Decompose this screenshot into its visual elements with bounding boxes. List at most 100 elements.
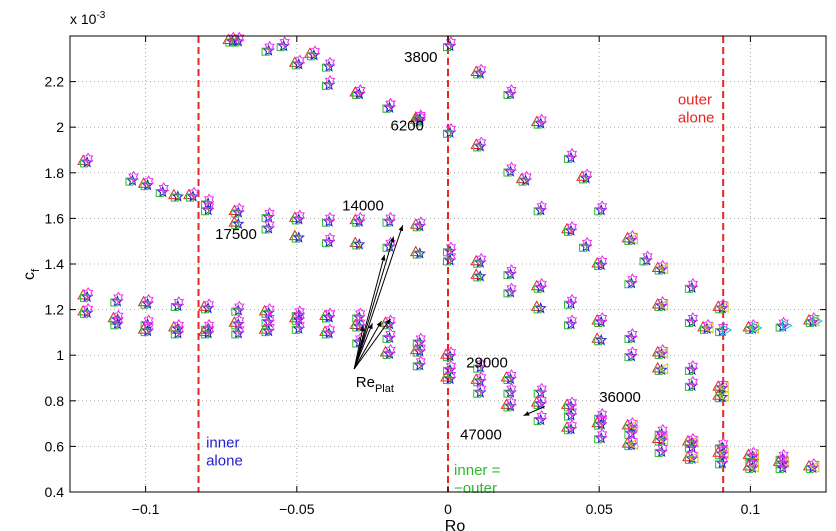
- hexagram-point: [355, 316, 366, 329]
- square-point: [170, 193, 179, 202]
- region-label: inner =: [454, 462, 501, 479]
- hexagram-point: [385, 343, 396, 356]
- hexagram-point: [203, 298, 215, 311]
- region-label: outer: [678, 91, 712, 108]
- hexagram-point: [324, 232, 336, 245]
- hexagram-point: [264, 218, 275, 231]
- hexagram-point: [717, 321, 729, 334]
- hexagram-point: [415, 216, 426, 229]
- triangle-left-point: [718, 301, 729, 314]
- annotations: 380062001400017500290003600047000inneral…: [206, 49, 714, 497]
- triangle-left-point: [808, 461, 820, 473]
- hexagram-point: [778, 457, 789, 470]
- triangle-left-point: [748, 461, 759, 473]
- region-label: inner: [206, 435, 239, 452]
- hexagram-point: [581, 168, 593, 181]
- y-multiplier: x 10-3: [70, 10, 106, 27]
- hexagram-point: [234, 202, 245, 215]
- hexagram-point: [309, 45, 321, 58]
- hexagram-point: [717, 453, 729, 466]
- hexagram-point: [536, 410, 547, 422]
- arrow-head: [359, 325, 365, 332]
- curve-label-29000: 29000: [466, 355, 508, 372]
- triangle-left-point: [627, 233, 638, 245]
- triangle-left-point: [687, 451, 699, 464]
- hexagram-point: [687, 375, 699, 388]
- star-point: [534, 301, 547, 314]
- hexagram-point: [324, 74, 336, 87]
- triangle-left-point: [657, 363, 669, 375]
- hexagram-point: [203, 323, 215, 336]
- arrow-head: [389, 236, 395, 243]
- hexagram-point: [506, 282, 517, 295]
- hexagram-point: [476, 371, 487, 384]
- curve-label-3800: 3800: [404, 49, 437, 66]
- hexagram-point: [355, 332, 366, 345]
- hexagram-point: [748, 451, 759, 464]
- y-axis-label: cf: [21, 268, 42, 280]
- hexagram-point: [113, 291, 124, 304]
- hexagram-point: [82, 286, 94, 299]
- triangle-left-point: [808, 315, 820, 327]
- hexagram-point: [324, 56, 336, 69]
- triangle-right-point: [812, 315, 823, 327]
- hexagram-point: [476, 357, 487, 370]
- hexagram-point: [158, 182, 169, 194]
- curve-label-36000: 36000: [599, 389, 641, 406]
- arrow-line: [353, 325, 364, 369]
- data-points: [77, 31, 823, 474]
- arrow-head: [398, 225, 404, 232]
- arrow-line: [353, 225, 404, 370]
- triangle-left-point: [657, 262, 669, 275]
- arrow-line: [353, 254, 385, 370]
- y-tick-label: 1.8: [45, 165, 65, 181]
- dashed-lines: [197, 36, 725, 492]
- hexagram-point: [506, 382, 517, 395]
- hexagram-point: [355, 211, 366, 224]
- hexagram-point: [188, 186, 200, 199]
- arrow-head: [368, 323, 373, 330]
- hexagram-point: [173, 323, 185, 336]
- hexagram-point: [82, 302, 94, 315]
- y-tick-label: 2.2: [45, 74, 65, 90]
- triangle-right-point: [751, 321, 763, 334]
- y-tick-label: 1.2: [45, 302, 65, 318]
- hexagram-point: [597, 414, 608, 427]
- hexagram-point: [143, 314, 154, 327]
- hexagram-point: [234, 323, 245, 336]
- triangle-left-point: [657, 299, 669, 311]
- triangle-left-point: [657, 347, 669, 359]
- square-point: [231, 220, 240, 229]
- hexagram-point: [445, 122, 457, 135]
- region-label: alone: [206, 453, 243, 470]
- hexagram-point: [627, 423, 638, 436]
- x-axis-label: Ro: [445, 518, 466, 531]
- square-point: [412, 250, 421, 259]
- hexagram-point: [476, 136, 487, 149]
- hexagram-point: [536, 200, 547, 213]
- hexagram-point: [597, 428, 608, 441]
- hexagram-point: [506, 369, 517, 381]
- x-tick-label: 0.1: [741, 501, 761, 517]
- hexagram-point: [642, 250, 653, 263]
- square-point: [594, 337, 603, 346]
- square-point: [352, 241, 361, 250]
- triangle-right-point: [782, 319, 793, 332]
- hexagram-point: [687, 277, 699, 290]
- hexagram-point: [264, 321, 275, 334]
- hexagram-point: [687, 437, 699, 450]
- hexagram-point: [203, 193, 215, 206]
- hexagram-point: [203, 200, 215, 213]
- square-point: [473, 273, 482, 282]
- hexagram-point: [687, 312, 699, 324]
- replat-label: RePlat: [356, 374, 394, 395]
- hexagram-point: [173, 296, 185, 308]
- hexagram-point: [415, 109, 426, 122]
- triangle-left-point: [657, 433, 669, 446]
- hexagram-point: [324, 307, 336, 320]
- square-point: [291, 234, 300, 243]
- hexagram-point: [536, 394, 547, 407]
- triangle-left-point: [718, 381, 729, 393]
- region-label: −outer: [454, 480, 497, 497]
